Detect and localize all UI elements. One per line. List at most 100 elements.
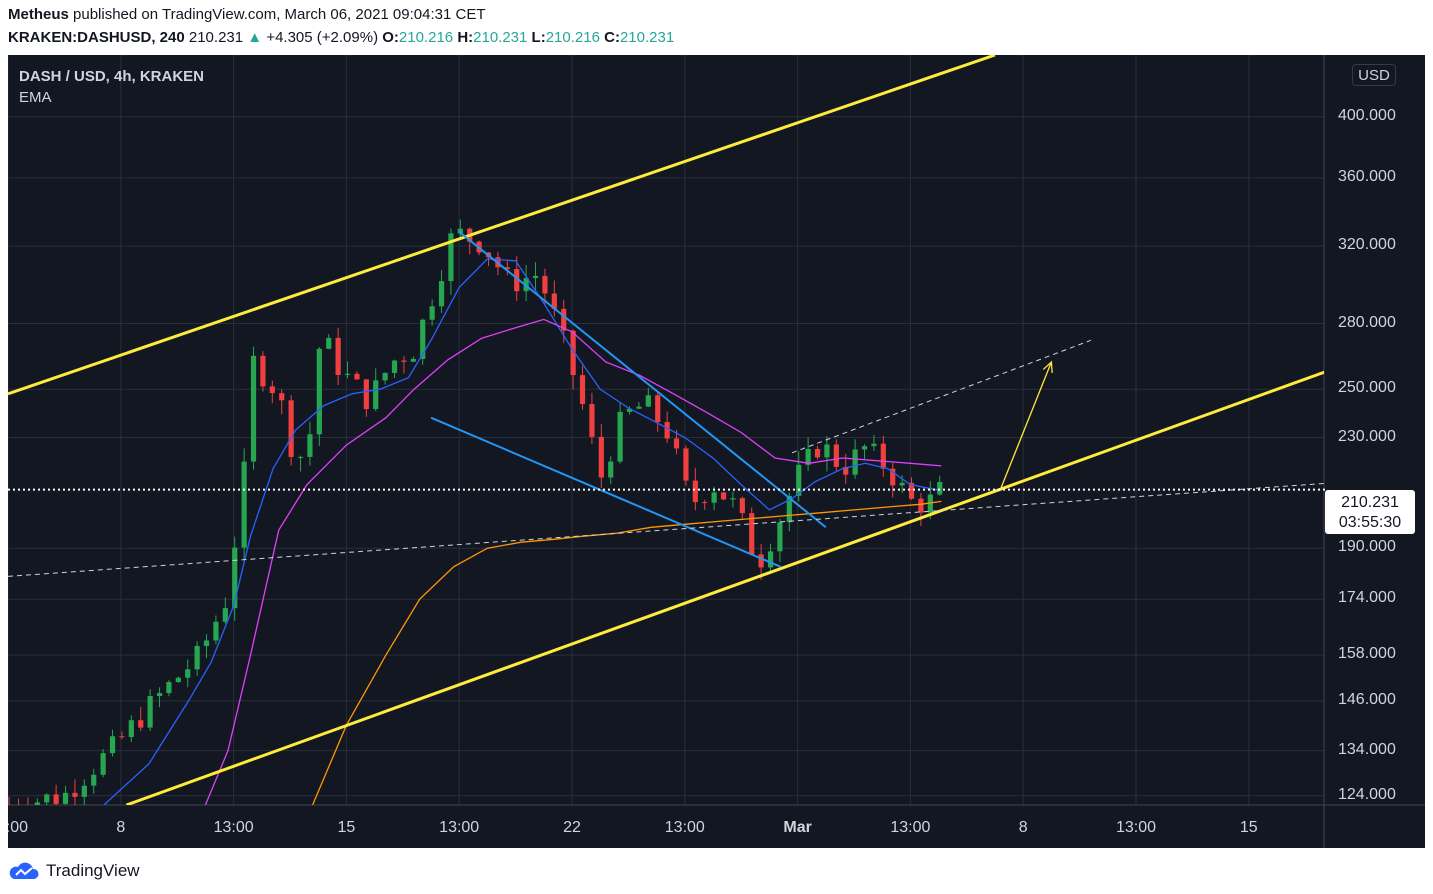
- indicator-label[interactable]: EMA: [19, 89, 52, 106]
- candle-body-down: [664, 422, 670, 439]
- candle-body-up: [232, 547, 238, 609]
- candle-body-up: [824, 444, 830, 458]
- candle-body-up: [185, 669, 191, 678]
- candle-body-up: [786, 495, 792, 523]
- author-name[interactable]: Metheus: [8, 6, 69, 23]
- symbol-line: KRAKEN:DASHUSD, 240 210.231 ▲ +4.305 (+2…: [8, 29, 674, 46]
- symbol-label: KRAKEN:DASHUSD, 240: [8, 29, 185, 46]
- up-triangle-icon: ▲: [247, 29, 263, 46]
- price-tick-label: 280.000: [1338, 313, 1396, 331]
- time-tick-label: 22: [563, 819, 581, 836]
- candle-body-up: [203, 640, 210, 646]
- candle-body-up: [730, 498, 736, 500]
- candle-body-down: [570, 330, 576, 376]
- candle-body-up: [438, 281, 445, 307]
- candle-body-up: [175, 677, 181, 683]
- low-value: 210.216: [545, 29, 600, 46]
- candle-body-down: [138, 720, 144, 728]
- time-tick-label: 8: [116, 819, 126, 836]
- channel-lower-line: [125, 370, 1324, 805]
- cloud-logo-icon: [9, 862, 39, 879]
- ema-line-2: [204, 318, 942, 805]
- price-change: +4.305 (+2.09%): [266, 29, 379, 46]
- candle-body-up: [636, 406, 642, 409]
- candle-body-up: [91, 774, 97, 786]
- candle-body-up: [391, 360, 398, 373]
- time-tick-label: 8: [1018, 819, 1028, 836]
- price-tick-label: 158.000: [1338, 645, 1396, 663]
- candle-body-down: [739, 498, 745, 514]
- candle-body-down: [890, 468, 896, 486]
- channel-upper-line: [8, 55, 996, 396]
- candle-body-up: [429, 306, 435, 320]
- time-tick-label: 13:00: [439, 819, 480, 836]
- candle-body-down: [843, 466, 849, 475]
- candle-body-up: [194, 645, 200, 670]
- candle-body-up: [307, 434, 313, 457]
- candle-body-down: [833, 444, 839, 467]
- time-tick-label: 13:00: [1115, 819, 1157, 836]
- price-chart-svg[interactable]: [8, 55, 1425, 848]
- candle-body-up: [608, 461, 614, 478]
- open-label: O:: [382, 29, 399, 46]
- candle-body-up: [316, 348, 322, 435]
- price-tick-label: 146.000: [1338, 690, 1396, 708]
- candle-body-up: [852, 449, 858, 475]
- price-tick-label: 250.000: [1338, 379, 1396, 397]
- candle-body-up: [861, 446, 868, 450]
- close-label: C:: [604, 29, 620, 46]
- candle-body-up: [373, 380, 379, 410]
- candle-body-down: [25, 810, 30, 813]
- candle-body-down: [514, 269, 520, 292]
- candle-body-up: [645, 395, 651, 407]
- candle-body-up: [81, 785, 87, 797]
- ema-line-1: [103, 258, 939, 805]
- candle-body-down: [683, 448, 689, 481]
- candle-body-down: [119, 736, 125, 738]
- brand-name: TradingView: [46, 861, 140, 880]
- candle-body-up: [250, 355, 257, 462]
- candle-body-down: [589, 403, 595, 437]
- currency-button[interactable]: USD: [1352, 64, 1396, 86]
- candle-body-down: [702, 502, 708, 504]
- candle-body-up: [767, 551, 774, 568]
- tradingview-logo[interactable]: TradingView: [8, 858, 140, 884]
- time-tick-label: 15: [1239, 819, 1258, 836]
- time-tick-label: Mar: [783, 819, 812, 836]
- chart-panel[interactable]: DASH / USD, 4h, KRAKEN EMA 400.000 360.00…: [8, 55, 1425, 848]
- candle-body-up: [156, 693, 163, 696]
- time-tick-label: 13:00: [664, 819, 705, 836]
- price-tick-label: 400.000: [1338, 106, 1396, 124]
- candle-body-down: [279, 393, 285, 401]
- time-tick-label: 15: [337, 819, 356, 836]
- candle-body-down: [354, 373, 360, 380]
- time-tick-label: 13:00: [8, 819, 29, 836]
- candle-body-up: [44, 794, 50, 803]
- wedge-lower-line: [430, 416, 782, 568]
- candle-body-down: [758, 554, 764, 568]
- candle-body-up: [222, 608, 228, 622]
- candle-body-up: [100, 753, 106, 775]
- candle-body-up: [382, 372, 388, 381]
- candle-body-down: [288, 400, 294, 457]
- price-tick-label: 174.000: [1338, 589, 1396, 607]
- candle-body-down: [720, 492, 727, 500]
- close-value: 210.231: [619, 29, 675, 46]
- candle-body-down: [908, 482, 915, 499]
- candle-body-up: [109, 736, 116, 754]
- candle-body-up: [937, 481, 943, 495]
- candle-body-down: [260, 355, 266, 387]
- candle-body-up: [448, 233, 454, 282]
- candle-body-up: [805, 448, 811, 465]
- candle-body-up: [62, 792, 69, 804]
- trend-dashed-upper-line: [791, 339, 1092, 454]
- candle-body-up: [128, 720, 134, 738]
- candle-body-up: [777, 522, 783, 552]
- candle-body-up: [532, 275, 539, 279]
- publish-line: Metheus published on TradingView.com, Ma…: [8, 6, 486, 23]
- candle-body-down: [814, 448, 821, 458]
- candle-body-up: [410, 358, 416, 362]
- last-price: 210.231: [188, 29, 244, 46]
- candle-body-down: [8, 804, 12, 805]
- candle-body-up: [241, 461, 247, 548]
